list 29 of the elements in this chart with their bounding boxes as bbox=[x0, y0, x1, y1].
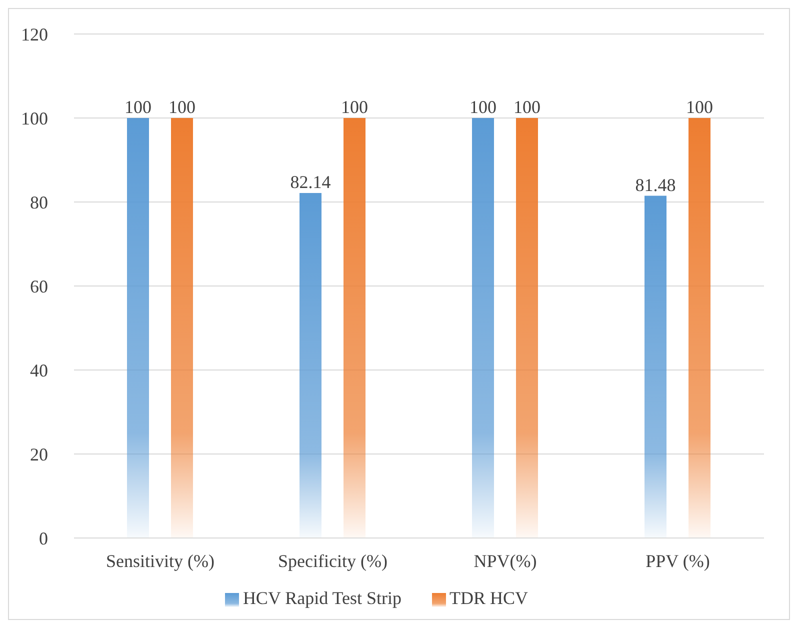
y-tick-label: 100 bbox=[21, 108, 48, 128]
x-tick-label: PPV (%) bbox=[646, 550, 710, 571]
bar bbox=[472, 118, 494, 538]
bar bbox=[516, 118, 538, 538]
bar bbox=[127, 118, 149, 538]
data-label: 100 bbox=[168, 97, 196, 117]
y-tick-label: 40 bbox=[30, 360, 48, 380]
y-tick-label: 120 bbox=[21, 24, 48, 44]
bar bbox=[644, 196, 666, 538]
legend-label: TDR HCV bbox=[450, 588, 528, 608]
legend-label: HCV Rapid Test Strip bbox=[242, 588, 402, 608]
y-tick-label: 0 bbox=[39, 528, 48, 548]
bar bbox=[344, 118, 366, 538]
data-label: 82.14 bbox=[290, 172, 331, 192]
data-label: 81.48 bbox=[635, 174, 676, 195]
bar bbox=[688, 118, 710, 538]
x-tick-label: Specificity (%) bbox=[278, 550, 388, 571]
bar bbox=[171, 118, 193, 538]
y-tick-label: 60 bbox=[30, 276, 48, 296]
x-tick-label: Sensitivity (%) bbox=[106, 550, 214, 571]
y-tick-label: 20 bbox=[30, 444, 48, 464]
data-label: 100 bbox=[124, 97, 152, 117]
x-tick-label: NPV(%) bbox=[474, 550, 537, 571]
data-label: 100 bbox=[686, 97, 713, 117]
data-label: 100 bbox=[514, 97, 540, 117]
bar bbox=[300, 193, 322, 538]
data-label: 100 bbox=[341, 97, 368, 117]
y-tick-label: 80 bbox=[30, 192, 48, 212]
data-label: 100 bbox=[470, 97, 496, 117]
